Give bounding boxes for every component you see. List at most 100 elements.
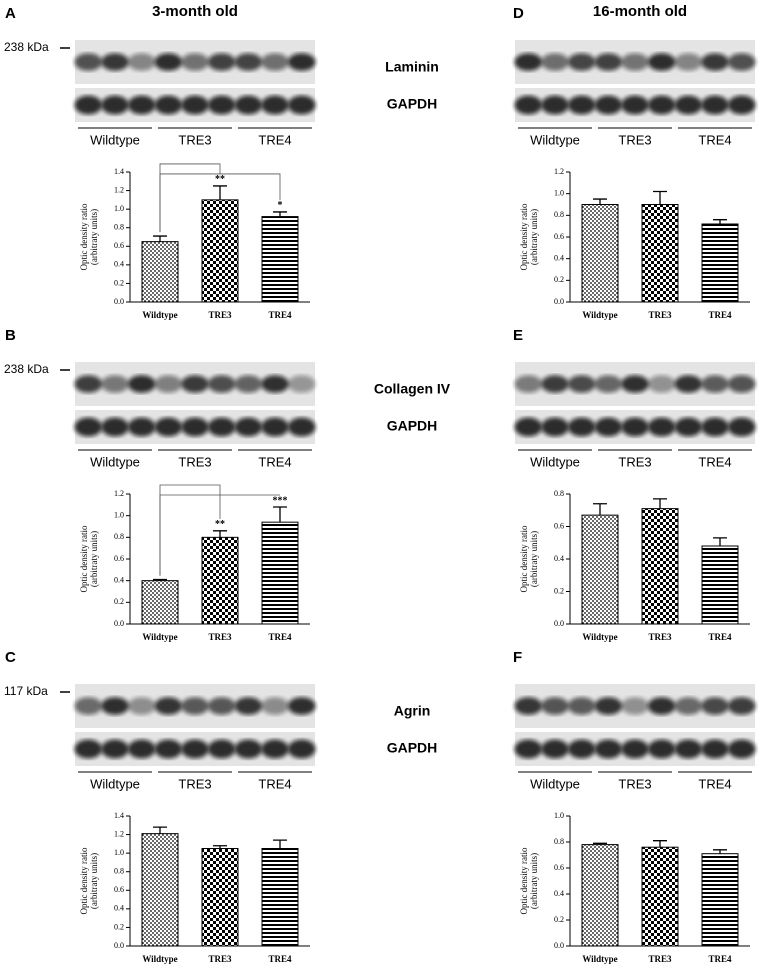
blot-band xyxy=(674,53,703,71)
blot-band xyxy=(101,375,129,393)
y-tick-label: 0.2 xyxy=(554,275,564,284)
blot-band xyxy=(541,417,569,437)
blot-band xyxy=(181,697,209,715)
blot-band xyxy=(567,697,596,715)
error-bar xyxy=(153,826,167,834)
blot-band xyxy=(727,697,756,715)
blot-band xyxy=(181,53,209,71)
bar xyxy=(701,223,739,303)
blot-band xyxy=(287,697,316,715)
blot-band xyxy=(621,417,649,437)
group-label: Wildtype xyxy=(90,132,140,147)
error-bar xyxy=(213,185,227,200)
y-axis-label: (arbitraty units) xyxy=(529,531,539,587)
y-tick-label: 0.2 xyxy=(114,278,124,287)
y-tick-label: 0.8 xyxy=(114,867,124,876)
y-tick-label: 0.0 xyxy=(554,619,564,628)
blot-band xyxy=(701,53,729,71)
blot-band xyxy=(127,375,156,393)
error-bar xyxy=(213,530,227,538)
y-tick-label: 0.0 xyxy=(554,297,564,306)
blot-band xyxy=(261,53,289,71)
bar xyxy=(141,241,179,303)
blot-band xyxy=(261,375,289,393)
y-tick-label: 1.2 xyxy=(114,489,124,498)
blot-band xyxy=(541,53,569,71)
y-tick-label: 0.4 xyxy=(554,889,564,898)
group-label: Wildtype xyxy=(530,776,580,791)
y-tick-label: 0.8 xyxy=(114,532,124,541)
error-bar xyxy=(593,198,607,205)
blot-band xyxy=(261,95,289,115)
blot-band xyxy=(101,53,129,71)
size-marker: 117 kDa xyxy=(4,684,48,698)
significance-label: * xyxy=(278,200,283,211)
blot-band xyxy=(514,95,543,115)
x-tick-label: TRE3 xyxy=(208,632,232,642)
error-bar xyxy=(273,211,287,217)
x-tick-label: TRE3 xyxy=(648,310,672,320)
bar xyxy=(141,580,179,625)
y-tick-label: 0.0 xyxy=(114,941,124,950)
bar xyxy=(201,848,239,947)
error-bar xyxy=(213,845,227,849)
y-tick-label: 1.0 xyxy=(114,510,124,519)
blot-band xyxy=(514,697,543,715)
error-bar xyxy=(713,849,727,854)
y-tick-label: 1.2 xyxy=(114,829,124,838)
blot-band xyxy=(287,95,316,115)
blot-band xyxy=(674,95,703,115)
y-axis-label: (arbitraty units) xyxy=(529,209,539,265)
column-header: 3-month old xyxy=(152,3,238,20)
group-label: TRE4 xyxy=(698,776,731,791)
y-tick-label: 0.2 xyxy=(554,586,564,595)
y-tick-label: 1.4 xyxy=(114,811,124,820)
y-tick-label: 0.8 xyxy=(114,223,124,232)
blot-band xyxy=(727,417,756,437)
y-tick-label: 1.2 xyxy=(554,167,564,176)
bar xyxy=(701,853,739,947)
group-label: Wildtype xyxy=(90,454,140,469)
protein-label: Collagen IV xyxy=(374,381,451,397)
y-axis-label: (arbitraty units) xyxy=(89,209,99,265)
blot-band xyxy=(647,53,676,71)
blot-band xyxy=(674,375,703,393)
protein-label: Agrin xyxy=(394,703,431,719)
blot-band xyxy=(74,95,103,115)
y-tick-label: 0.4 xyxy=(554,253,564,262)
blot-band xyxy=(287,739,316,759)
y-tick-label: 1.4 xyxy=(114,167,124,176)
blot-band xyxy=(567,739,596,759)
y-tick-label: 1.0 xyxy=(114,848,124,857)
blot-band xyxy=(234,697,263,715)
blot-band xyxy=(74,417,103,437)
blot-band xyxy=(647,95,676,115)
error-bar xyxy=(713,219,727,224)
error-bar xyxy=(713,537,727,546)
blot-band xyxy=(154,417,183,437)
bar xyxy=(201,536,239,625)
blot-band xyxy=(207,53,236,71)
blot-band xyxy=(181,417,209,437)
blot-band xyxy=(234,53,263,71)
y-tick-label: 0.0 xyxy=(114,619,124,628)
group-label: TRE4 xyxy=(258,132,291,147)
y-tick-label: 0.4 xyxy=(554,554,564,563)
blot-band xyxy=(541,697,569,715)
y-axis-label: Optic density ratio xyxy=(519,847,529,914)
blot-band xyxy=(207,739,236,759)
y-tick-label: 0.0 xyxy=(114,297,124,306)
blot-band xyxy=(514,417,543,437)
blot-band xyxy=(621,739,649,759)
blot-band xyxy=(701,417,729,437)
size-marker: 238 kDa xyxy=(4,362,49,376)
y-tick-label: 0.6 xyxy=(114,885,124,894)
blot-band xyxy=(621,375,649,393)
blot-band xyxy=(541,739,569,759)
blot-band xyxy=(567,375,596,393)
bar xyxy=(201,199,239,303)
column-header: 16-month old xyxy=(593,3,687,20)
blot-band xyxy=(101,739,129,759)
blot-band xyxy=(74,739,103,759)
